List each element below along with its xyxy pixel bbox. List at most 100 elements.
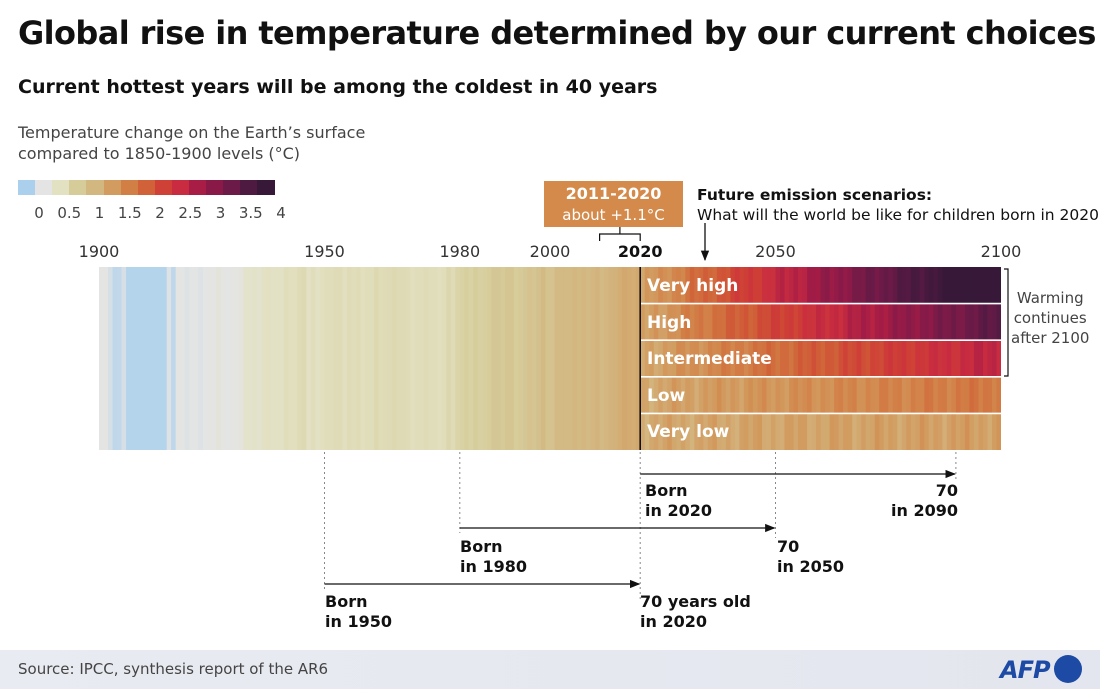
warming-continues-line-1: Warming <box>1016 289 1084 307</box>
scenario-stripe <box>698 267 704 304</box>
scenario-stripe <box>946 340 952 377</box>
observed-stripe <box>135 267 141 450</box>
scenario-stripe <box>856 340 862 377</box>
observed-stripe <box>419 267 425 450</box>
observed-stripe <box>401 267 407 450</box>
scenario-stripe <box>892 303 898 341</box>
observed-stripe <box>175 267 181 450</box>
scenario-stripe <box>973 340 980 377</box>
scenario-stripe <box>942 267 948 304</box>
observed-stripe <box>405 267 411 450</box>
unit-label-line-1: Temperature change on the Earth’s surfac… <box>18 123 366 142</box>
observed-stripe <box>527 267 533 450</box>
scenario-stripe <box>802 267 808 304</box>
scenario-stripe <box>793 376 799 414</box>
observed-stripe <box>99 267 105 450</box>
scenario-stripe <box>960 413 966 450</box>
scenario-stripe <box>829 303 835 341</box>
scenario-stripe <box>761 303 768 341</box>
observed-stripe <box>437 267 443 450</box>
scenario-stripe <box>716 340 722 377</box>
observed-stripe <box>184 267 190 450</box>
scenario-stripe <box>892 376 898 414</box>
scenario-stripe <box>798 303 804 341</box>
year-axis-label: 2050 <box>755 242 796 261</box>
scenario-stripe <box>838 376 844 414</box>
scenario-stripe <box>820 303 826 341</box>
scenario-stripe <box>734 303 741 341</box>
scenario-stripe <box>680 376 686 414</box>
scenario-stripe <box>780 376 786 414</box>
scenario-stripe <box>919 340 925 377</box>
observed-stripe <box>531 267 538 450</box>
scenario-stripe <box>653 413 659 450</box>
scenario-stripe <box>946 267 952 304</box>
observed-stripe <box>261 267 267 450</box>
scenario-stripe <box>644 413 650 450</box>
observed-stripe <box>374 267 380 450</box>
observed-stripe <box>482 267 488 450</box>
scenario-stripe <box>888 413 894 450</box>
lifespan-end-2050-line-2: in 2050 <box>777 557 844 576</box>
observed-stripe <box>220 267 226 450</box>
scenario-stripe <box>834 376 840 414</box>
observed-stripe <box>577 267 583 450</box>
scenario-stripe <box>883 340 889 377</box>
scenario-stripe <box>883 267 889 304</box>
scenario-stripe <box>933 340 939 377</box>
scenario-stripe <box>698 340 704 377</box>
scenario-stripe <box>685 340 691 377</box>
scenario-stripe <box>982 413 989 450</box>
scenario-stripe <box>964 376 971 414</box>
scenario-stripe <box>748 376 754 414</box>
scenario-stripe <box>897 340 903 377</box>
scenario-stripe <box>807 303 813 341</box>
scenario-stripe <box>879 413 885 450</box>
scenario-stripe <box>942 376 948 414</box>
scenario-label: Very high <box>647 276 739 296</box>
scenario-stripe <box>698 376 704 414</box>
legend-swatch <box>86 180 104 195</box>
scenario-stripe <box>919 303 925 341</box>
scenario-stripe <box>748 340 754 377</box>
scenario-stripe <box>843 267 849 304</box>
scenario-stripe <box>847 340 853 377</box>
scenario-stripe <box>888 376 894 414</box>
legend-tick-label: 2.5 <box>178 204 203 222</box>
legend-tick-label: 3 <box>215 204 226 222</box>
scenario-stripe <box>770 267 777 304</box>
scenario-stripe <box>843 303 849 341</box>
scenario-stripe <box>658 413 664 450</box>
observed-stripe <box>265 267 271 450</box>
scenario-stripe <box>951 340 957 377</box>
observed-stripe <box>112 267 118 450</box>
scenario-stripe <box>739 340 745 377</box>
observed-stripe <box>513 267 520 450</box>
scenario-stripe <box>716 413 722 450</box>
observed-stripe <box>572 267 578 450</box>
lifespan-end-2090-line-1: 70 <box>935 481 958 500</box>
scenario-stripe <box>955 376 962 414</box>
scenario-stripe <box>838 413 844 450</box>
observed-stripe <box>617 267 623 450</box>
scenario-stripe <box>973 267 980 304</box>
scenario-stripe <box>820 413 826 450</box>
lifespan-end-2050-line-1: 70 <box>777 537 800 556</box>
observed-stripe <box>202 267 208 450</box>
legend-tick-label: 0 <box>34 204 44 222</box>
scenario-stripe <box>793 340 799 377</box>
scenario-stripe <box>960 267 966 304</box>
observed-stripe <box>207 267 213 450</box>
scenario-stripe <box>834 340 840 377</box>
scenario-stripe <box>892 340 898 377</box>
observed-stripe <box>550 267 556 450</box>
observed-stripe <box>198 267 204 450</box>
scenario-stripe <box>734 340 741 377</box>
scenario-stripe <box>951 303 957 341</box>
scenario-stripe <box>798 340 804 377</box>
scenario-stripe <box>888 267 894 304</box>
scenario-stripe <box>942 340 948 377</box>
observed-stripe <box>468 267 474 450</box>
observed-stripe <box>324 267 330 450</box>
scenario-stripe <box>689 303 695 341</box>
